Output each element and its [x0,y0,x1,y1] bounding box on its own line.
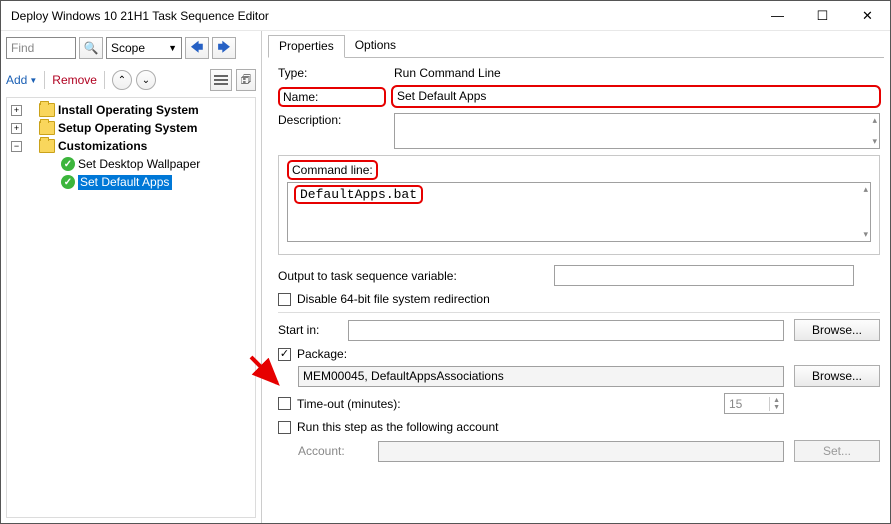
action-toolbar: Add ▼ Remove ⌃ ⌄ 🗊 [6,69,256,91]
disable64-label: Disable 64-bit file system redirection [297,292,490,306]
desc-input[interactable]: ▴▾ [394,113,880,149]
right-pane: Properties Options Type: Run Command Lin… [262,31,890,523]
chevron-down-icon: ▼ [29,76,37,85]
properties-form: Type: Run Command Line Name: Set Default… [268,58,884,462]
output-input[interactable] [554,265,854,286]
name-input[interactable]: Set Default Apps [392,86,880,107]
startin-browse-button[interactable]: Browse... [794,319,880,341]
tree-label: Setup Operating System [58,121,197,135]
name-label: Name: [283,90,318,104]
cmd-label: Command line: [292,163,373,177]
output-row: Output to task sequence variable: [278,265,880,286]
minimize-button[interactable]: — [755,1,800,31]
type-label: Type: [278,66,394,80]
package-label: Package: [297,347,347,361]
tree-label: Install Operating System [58,103,199,117]
checkbox-unchecked[interactable] [278,421,291,434]
find-input[interactable]: Find [6,37,76,59]
checkbox-unchecked[interactable] [278,293,291,306]
account-label: Account: [298,444,378,458]
timeout-spinner[interactable]: 15 ▲▼ [724,393,784,414]
output-label: Output to task sequence variable: [278,269,554,283]
package-input: MEM00045, DefaultAppsAssociations [298,366,784,387]
cmd-value: DefaultApps.bat [294,185,423,204]
success-icon: ✓ [61,157,75,171]
tree-node-install-os[interactable]: + Install Operating System [7,101,255,119]
tree-node-setup-os[interactable]: + Setup Operating System [7,119,255,137]
nav-forward-button[interactable]: 🡆 [212,37,236,59]
tab-strip: Properties Options [268,35,884,58]
runas-row[interactable]: Run this step as the following account [278,420,880,434]
timeout-label: Time-out (minutes): [297,397,718,411]
collapse-icon[interactable]: − [11,141,22,152]
tree-node-default-apps[interactable]: ✓ Set Default Apps [7,173,255,191]
task-tree[interactable]: + Install Operating System + Setup Opera… [6,97,256,518]
package-browse-button[interactable]: Browse... [794,365,880,387]
package-row: MEM00045, DefaultAppsAssociations Browse… [278,365,880,387]
content-area: Find 🔍 Scope ▼ 🡄 🡆 Add ▼ Remove ⌃ ⌄ [1,31,890,523]
type-value: Run Command Line [394,66,501,80]
set-button: Set... [794,440,880,462]
separator [104,71,105,89]
nav-back-button[interactable]: 🡄 [185,37,209,59]
expand-icon[interactable]: + [11,105,22,116]
search-icon[interactable]: 🔍 [79,37,103,59]
filter-button[interactable]: 🗊 [236,69,256,91]
properties-button[interactable] [210,69,232,91]
chevron-down-icon: ▼ [168,43,177,53]
left-pane: Find 🔍 Scope ▼ 🡄 🡆 Add ▼ Remove ⌃ ⌄ [1,31,262,523]
window: Deploy Windows 10 21H1 Task Sequence Edi… [0,0,891,524]
titlebar: Deploy Windows 10 21H1 Task Sequence Edi… [1,1,890,31]
scope-label: Scope [111,41,145,55]
startin-row: Start in: Browse... [278,319,880,341]
timeout-value: 15 [729,397,742,411]
tree-label: Set Desktop Wallpaper [78,157,200,171]
scroll-arrows: ▴▾ [863,184,868,240]
checkbox-unchecked[interactable] [278,397,291,410]
runas-label: Run this step as the following account [297,420,498,434]
command-section: Command line: DefaultApps.bat ▴▾ [278,155,880,255]
move-down-button[interactable]: ⌄ [136,70,156,90]
package-check-row[interactable]: ✓ Package: [278,347,880,361]
expand-icon[interactable]: + [11,123,22,134]
name-row: Name: Set Default Apps [278,86,880,107]
tree-node-customizations[interactable]: − Customizations [7,137,255,155]
add-button[interactable]: Add ▼ [6,73,37,87]
separator [44,71,45,89]
cmd-input[interactable]: DefaultApps.bat ▴▾ [287,182,871,242]
package-value: MEM00045, DefaultAppsAssociations [303,369,504,383]
list-icon [214,75,228,85]
type-row: Type: Run Command Line [278,66,880,80]
name-value: Set Default Apps [397,89,486,103]
search-toolbar: Find 🔍 Scope ▼ 🡄 🡆 [6,37,256,59]
tab-properties[interactable]: Properties [268,35,345,58]
tree-label: Customizations [58,139,147,153]
scope-select[interactable]: Scope ▼ [106,37,182,59]
account-row: Account: Set... [278,440,880,462]
add-label: Add [6,73,27,87]
disable64-row[interactable]: Disable 64-bit file system redirection [278,292,880,306]
startin-input[interactable] [348,320,784,341]
move-up-button[interactable]: ⌃ [112,70,132,90]
folder-icon [39,121,55,135]
desc-label: Description: [278,113,394,127]
scroll-arrows: ▴▾ [872,115,877,147]
folder-icon [39,103,55,117]
folder-icon [39,139,55,153]
window-title: Deploy Windows 10 21H1 Task Sequence Edi… [11,9,755,23]
tab-options[interactable]: Options [345,35,406,57]
desc-row: Description: ▴▾ [278,113,880,149]
tree-node-wallpaper[interactable]: ✓ Set Desktop Wallpaper [7,155,255,173]
spinner-arrows[interactable]: ▲▼ [769,397,783,411]
startin-label: Start in: [278,323,348,337]
remove-button[interactable]: Remove [52,73,97,87]
checkbox-checked[interactable]: ✓ [278,348,291,361]
success-icon: ✓ [61,175,75,189]
account-input [378,441,784,462]
tree-label-selected: Set Default Apps [78,175,172,190]
timeout-row[interactable]: Time-out (minutes): 15 ▲▼ [278,393,880,414]
maximize-button[interactable]: ☐ [800,1,845,31]
close-button[interactable]: ✕ [845,1,890,31]
